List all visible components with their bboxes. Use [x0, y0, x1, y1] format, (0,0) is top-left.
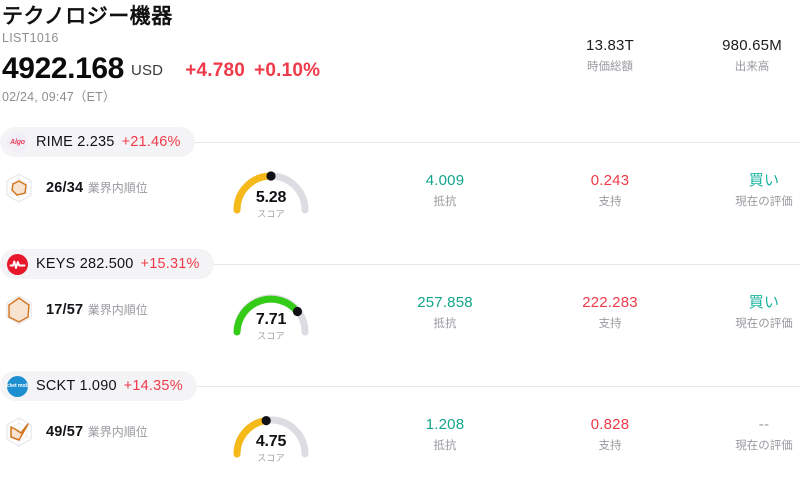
score-gauge: 7.71 スコア — [228, 285, 314, 347]
page-title: テクノロジー機器 — [2, 5, 173, 28]
rating-value: -- — [758, 416, 770, 433]
currency-label: USD — [130, 62, 164, 79]
support-cell: 222.283 支持 — [545, 293, 675, 332]
ticker-symbol: RIME 2.235 — [36, 134, 115, 150]
score-value: 7.71 — [255, 311, 287, 328]
ticker-pill-line: KEYS 282.500 +15.31% — [0, 249, 800, 279]
stat-label: 出来高 — [734, 61, 770, 73]
rank-text: 26/34 業界内順位 — [46, 179, 148, 197]
table-row[interactable]: socket mobile SCKT 1.090 +14.35% — [0, 371, 800, 488]
keys-logo-icon — [7, 253, 28, 275]
support-label: 支持 — [598, 318, 622, 330]
row-body: 17/57 業界内順位 7.71 スコア 257.858 抵抗 — [0, 279, 800, 371]
stat-market-cap: 13.83T 時価総額 — [562, 36, 658, 75]
resistance-label: 抵抗 — [433, 440, 457, 452]
ticker-symbol: SCKT 1.090 — [36, 378, 117, 394]
ticker-pill-line: socket mobile SCKT 1.090 +14.35% — [0, 371, 800, 401]
rank-label: 業界内順位 — [87, 425, 148, 439]
rating-label: 現在の評価 — [735, 196, 793, 208]
list-id: LIST1016 — [2, 31, 59, 45]
rating-value: 買い — [748, 172, 780, 189]
ticker-symbol: KEYS 282.500 — [36, 256, 134, 272]
rank-label: 業界内順位 — [87, 303, 148, 317]
score-gauge: 5.28 スコア — [228, 163, 314, 225]
stat-volume: 980.65M 出来高 — [704, 36, 800, 75]
industry-rank: 49/57 業界内順位 — [2, 415, 148, 449]
support-value: 0.243 — [590, 172, 630, 189]
stat-value: 980.65M — [722, 37, 782, 54]
rating-label: 現在の評価 — [735, 440, 793, 452]
resistance-cell: 1.208 抵抗 — [380, 415, 510, 454]
rank-value: 26/34 — [46, 180, 84, 196]
ticker-pill[interactable]: socket mobile SCKT 1.090 +14.35% — [0, 371, 197, 401]
resistance-label: 抵抗 — [433, 196, 457, 208]
rank-text: 49/57 業界内順位 — [46, 423, 148, 441]
ticker-pill[interactable]: Algo RIME 2.235 +21.46% — [0, 127, 195, 157]
rank-value: 49/57 — [46, 424, 84, 440]
score-caption: スコア — [257, 453, 285, 463]
ticker-pill[interactable]: KEYS 282.500 +15.31% — [0, 249, 214, 279]
row-body: 49/57 業界内順位 4.75 スコア 1.208 抵抗 — [0, 401, 800, 488]
rating-cell: 買い 現在の評価 — [700, 293, 800, 332]
ticker-change: +21.46% — [121, 134, 181, 150]
industry-rank: 26/34 業界内順位 — [2, 171, 148, 205]
header-stats: 13.83T 時価総額 980.65M 出来高 — [516, 36, 800, 75]
resistance-value: 4.009 — [425, 172, 465, 189]
quote-timestamp: 02/24, 09:47（ET） — [2, 90, 116, 104]
rating-label: 現在の評価 — [735, 318, 793, 330]
support-value: 0.828 — [590, 416, 630, 433]
ticker-pill-line: Algo RIME 2.235 +21.46% — [0, 127, 800, 157]
algo-logo-icon: Algo — [7, 131, 28, 153]
rating-cell: 買い 現在の評価 — [700, 171, 800, 210]
rank-value: 17/57 — [46, 302, 84, 318]
rank-text: 17/57 業界内順位 — [46, 301, 148, 319]
support-cell: 0.243 支持 — [545, 171, 675, 210]
score-value: 5.28 — [255, 189, 287, 206]
ticker-rows: Algo RIME 2.235 +21.46% — [0, 127, 800, 488]
support-cell: 0.828 支持 — [545, 415, 675, 454]
industry-rank: 17/57 業界内順位 — [2, 293, 148, 327]
index-price: 4922.168 — [2, 52, 124, 85]
index-header: テクノロジー機器 LIST1016 4922.168 USD +4.780 +0.… — [0, 0, 800, 105]
stat-label: 時価総額 — [587, 61, 633, 73]
table-row[interactable]: Algo RIME 2.235 +21.46% — [0, 127, 800, 249]
score-value: 4.75 — [255, 433, 287, 450]
row-body: 26/34 業界内順位 5.28 スコア 4.009 抵抗 — [0, 157, 800, 249]
score-gauge: 4.75 スコア — [228, 407, 314, 469]
radar-chart-icon — [2, 171, 36, 205]
sckt-logo-text: socket mobile — [7, 383, 28, 389]
score-caption: スコア — [257, 331, 285, 341]
radar-chart-icon — [2, 293, 36, 327]
score-caption: スコア — [257, 209, 285, 219]
index-change: +4.780 +0.10% — [185, 56, 320, 86]
resistance-label: 抵抗 — [433, 318, 457, 330]
change-absolute: +4.780 — [185, 60, 246, 81]
algo-logo-text: Algo — [10, 138, 25, 146]
resistance-value: 1.208 — [425, 416, 465, 433]
ticker-change: +15.31% — [140, 256, 200, 272]
sckt-logo-icon: socket mobile — [7, 375, 28, 397]
change-percent: +0.10% — [254, 60, 321, 81]
rating-value: 買い — [748, 294, 780, 311]
support-label: 支持 — [598, 196, 622, 208]
ticker-change: +14.35% — [123, 378, 183, 394]
resistance-value: 257.858 — [417, 294, 473, 311]
rating-cell: -- 現在の評価 — [700, 415, 800, 454]
support-value: 222.283 — [582, 294, 638, 311]
radar-chart-icon — [2, 415, 36, 449]
support-label: 支持 — [598, 440, 622, 452]
resistance-cell: 4.009 抵抗 — [380, 171, 510, 210]
table-row[interactable]: KEYS 282.500 +15.31% — [0, 249, 800, 371]
stat-value: 13.83T — [586, 37, 634, 54]
rank-label: 業界内順位 — [87, 181, 148, 195]
quote-row: 4922.168 USD +4.780 +0.10% — [0, 52, 800, 86]
resistance-cell: 257.858 抵抗 — [380, 293, 510, 332]
